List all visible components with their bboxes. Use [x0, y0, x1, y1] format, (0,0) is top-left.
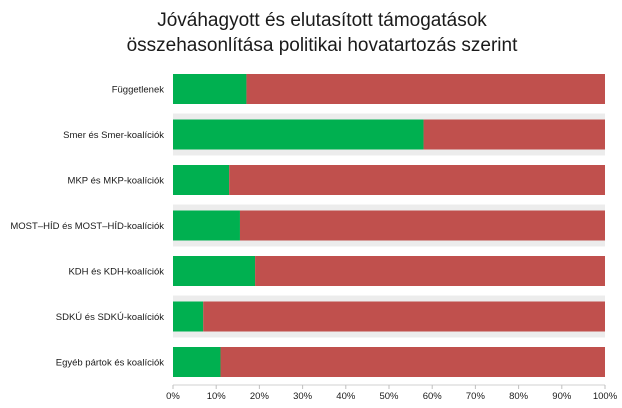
x-tick-label: 100%: [593, 391, 618, 402]
category-label: Smer és Smer-koalíciók: [63, 130, 164, 141]
x-tick-label: 10%: [207, 391, 227, 402]
bar-approved: [173, 210, 240, 241]
chart-title: Jóváhagyott és elutasított támogatások ös…: [127, 10, 518, 56]
x-tick-label: 40%: [336, 391, 356, 402]
x-tick-label: 20%: [250, 391, 270, 402]
bar-approved: [173, 256, 256, 286]
bar-rejected: [220, 347, 605, 377]
category-label: MKP és MKP-koalíciók: [68, 176, 165, 187]
bar-approved: [173, 301, 204, 332]
x-tick-label: 70%: [466, 391, 486, 402]
bar-rejected: [203, 301, 606, 332]
x-tick-label: 80%: [509, 391, 529, 402]
bar-rejected: [423, 119, 605, 150]
bar-rejected: [246, 74, 605, 104]
category-label: SDKÚ és SDKÚ-koalíciók: [56, 312, 164, 323]
category-label: Egyéb pártok és koalíciók: [56, 358, 165, 369]
x-tick-label: 60%: [423, 391, 443, 402]
x-tick-label: 30%: [293, 391, 313, 402]
bar-rejected: [229, 165, 605, 195]
x-tick-label: 50%: [379, 391, 399, 402]
category-label: Függetlenek: [112, 85, 165, 96]
x-tick-label: 0%: [166, 391, 180, 402]
x-tick-label: 90%: [552, 391, 572, 402]
chart-title-line: összehasonlítása politikai hovatartozás …: [127, 35, 518, 56]
bar-approved: [173, 74, 247, 104]
bar-approved: [173, 119, 424, 150]
category-label: MOST–HÍD és MOST–HÍD-koalíciók: [10, 221, 164, 232]
bar-approved: [173, 347, 221, 377]
chart-title-line: Jóváhagyott és elutasított támogatások: [157, 10, 487, 31]
x-axis: 0% 10% 20% 30% 40% 50% 60% 70% 80% 90% 100%: [166, 384, 618, 402]
bar-rejected: [255, 256, 605, 286]
bars: [173, 74, 606, 377]
bar-rejected: [239, 210, 605, 241]
category-labels: Függetlenek Smer és Smer-koalíciók MKP és …: [10, 85, 164, 369]
category-label: KDH és KDH-koalíciók: [68, 267, 164, 278]
bar-approved: [173, 165, 230, 195]
